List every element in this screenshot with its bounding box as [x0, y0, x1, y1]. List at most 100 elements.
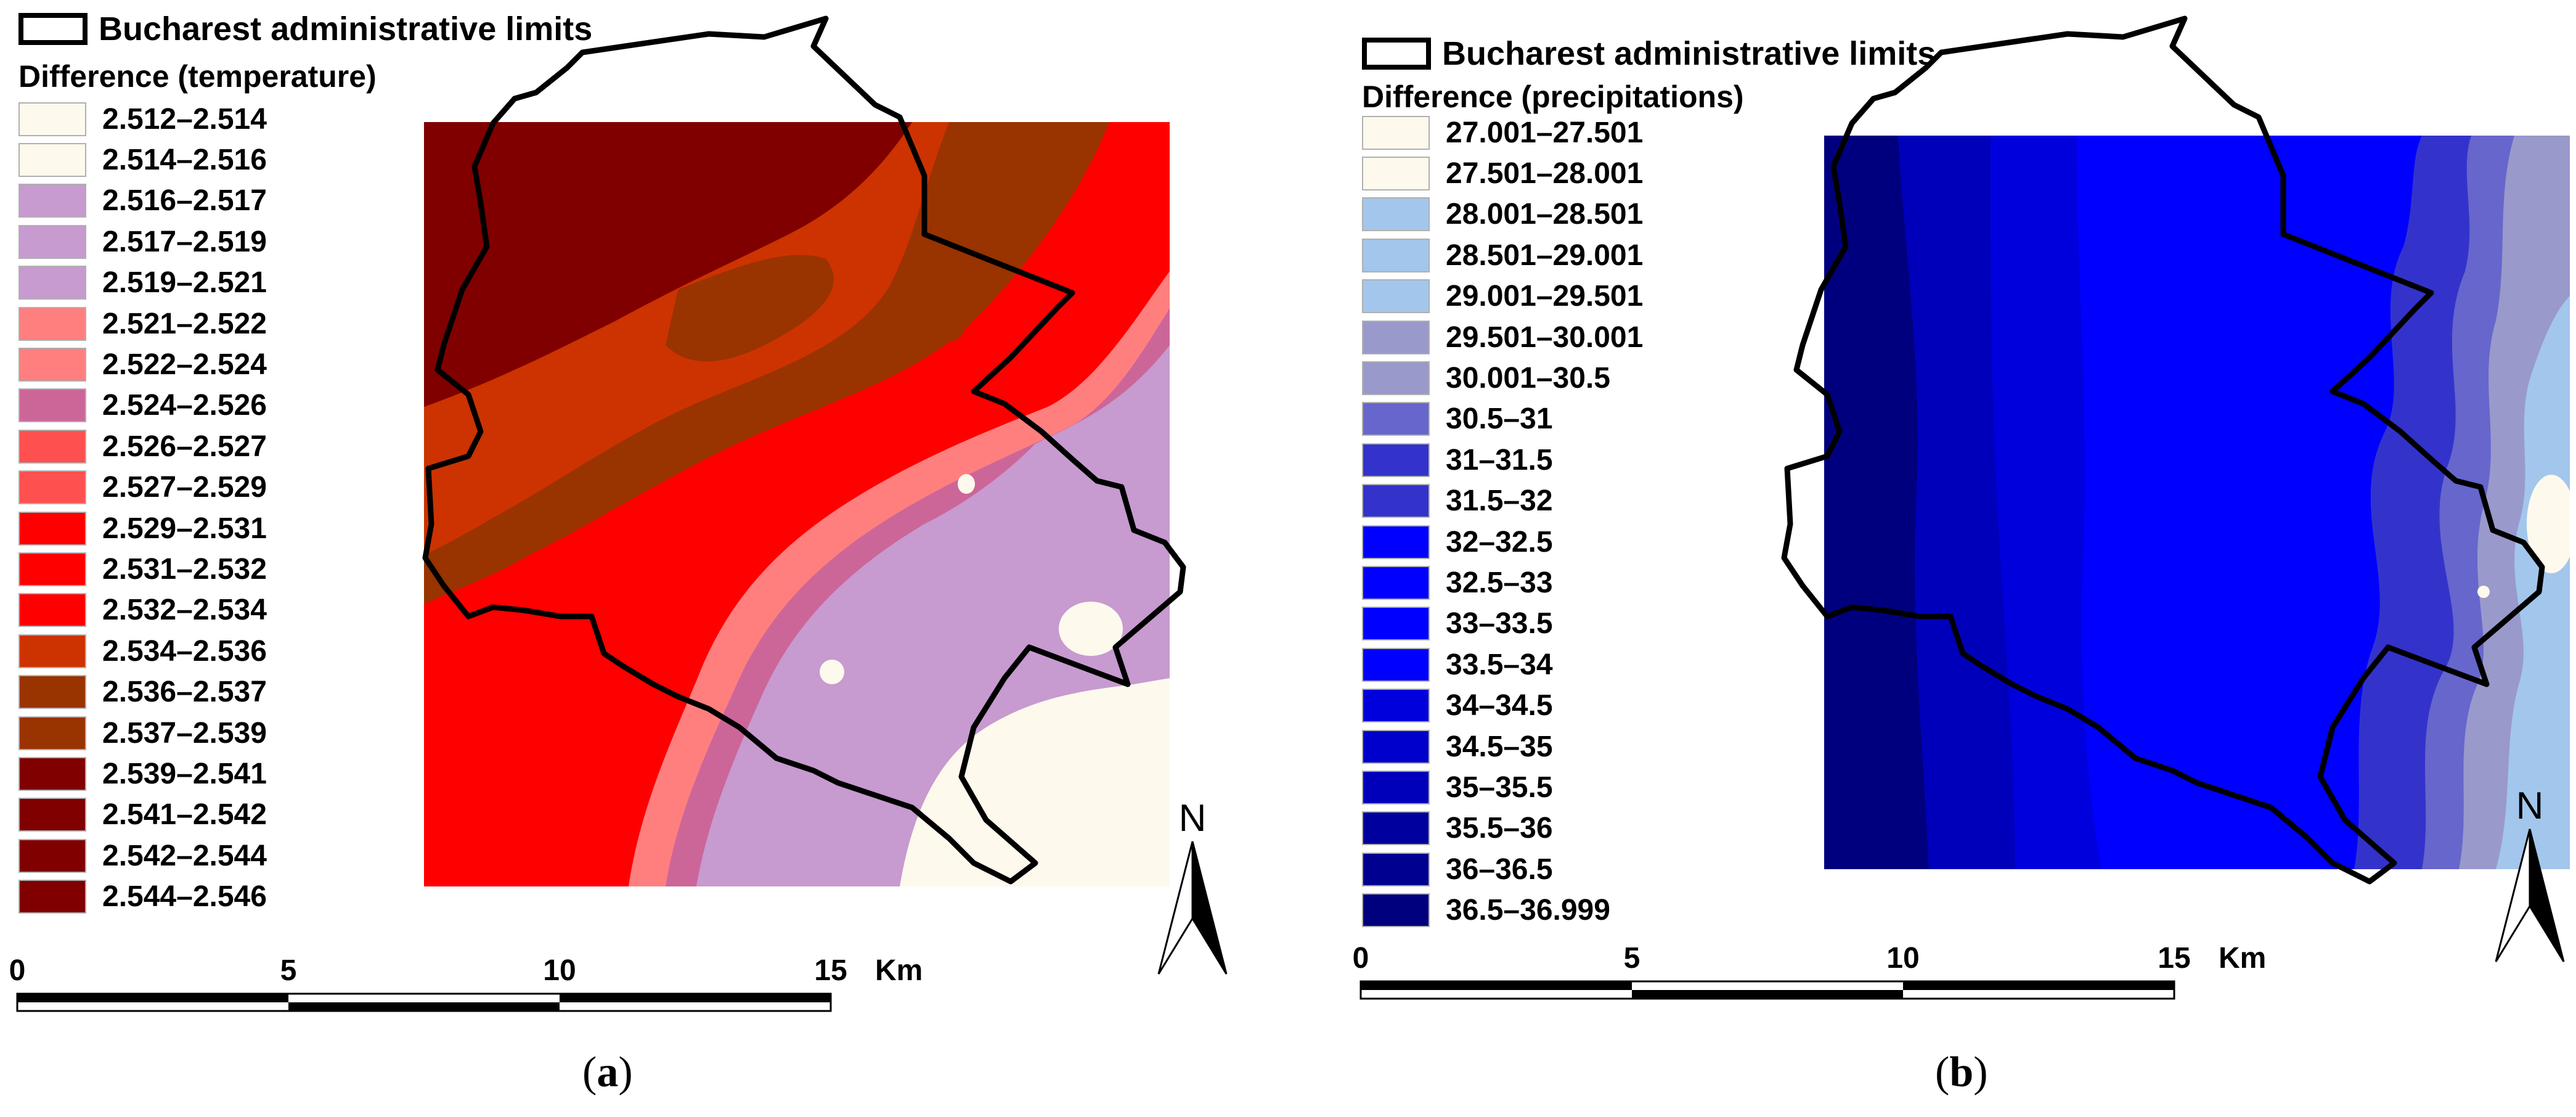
legend-swatch	[1362, 197, 1430, 232]
legend-item-label: 32–32.5	[1446, 525, 1553, 558]
scale-tick-0: 0	[1353, 942, 1369, 975]
legend-swatch	[18, 348, 86, 382]
boundary-legend-row: Bucharest administrative limits	[1362, 35, 1936, 73]
legend-item: 31–31.5	[1362, 440, 1643, 480]
legend-swatch	[1362, 770, 1430, 804]
scale-tick-0: 0	[9, 954, 26, 987]
legend-class-list: 2.512–2.514 2.514–2.516 2.516–2.517 2.517–2…	[18, 99, 267, 917]
legend-item: 2.539–2.541	[18, 753, 267, 794]
legend-swatch	[1362, 279, 1430, 314]
legend-item: 28.001–28.501	[1362, 194, 1643, 235]
legend-item: 27.501–28.001	[1362, 153, 1643, 194]
legend-item-label: 2.536–2.537	[102, 676, 267, 709]
legend-item: 2.531–2.532	[18, 549, 267, 589]
legend-item: 2.524–2.526	[18, 385, 267, 426]
legend-swatch	[18, 511, 86, 546]
legend-swatch	[18, 306, 86, 341]
legend-swatch	[18, 634, 86, 668]
legend-item-label: 2.519–2.521	[102, 266, 267, 300]
legend-item-label: 2.539–2.541	[102, 757, 267, 790]
legend-item: 2.536–2.537	[18, 671, 267, 712]
legend-swatch	[18, 143, 86, 178]
legend-item-label: 2.527–2.529	[102, 471, 267, 504]
legend-item-label: 2.526–2.527	[102, 430, 267, 463]
legend-item-label: 35.5–36	[1446, 812, 1553, 845]
precipitation-raster-map	[1781, 15, 2570, 885]
legend-swatch	[18, 388, 86, 423]
scale-tick-5: 5	[1624, 942, 1641, 975]
legend-item-label: 36–36.5	[1446, 853, 1553, 886]
legend-swatch	[18, 838, 86, 873]
boundary-swatch	[18, 13, 88, 45]
legend-item: 2.514–2.516	[18, 139, 267, 180]
legend-item: 34.5–35	[1362, 726, 1643, 767]
legend-item-label: 34–34.5	[1446, 689, 1553, 722]
legend-item-label: 28.501–29.001	[1446, 239, 1644, 272]
boundary-legend-row: Bucharest administrative limits	[18, 10, 592, 48]
legend-item: 33–33.5	[1362, 604, 1643, 644]
legend-item: 30.5–31	[1362, 399, 1643, 440]
legend-item: 2.512–2.514	[18, 99, 267, 139]
legend-item: 29.501–30.001	[1362, 317, 1643, 358]
legend-item: 2.522–2.524	[18, 344, 267, 385]
legend-item-label: 2.532–2.534	[102, 594, 267, 627]
legend-item: 2.542–2.544	[18, 835, 267, 876]
scale-tick-5: 5	[280, 954, 297, 987]
legend-swatch	[1362, 320, 1430, 354]
legend-swatch	[18, 102, 86, 136]
legend-item: 34–34.5	[1362, 685, 1643, 726]
north-label: N	[2516, 785, 2544, 827]
legend-swatch	[1362, 811, 1430, 846]
legend-item: 2.521–2.522	[18, 303, 267, 344]
legend-item: 2.532–2.534	[18, 590, 267, 631]
legend-swatch	[1362, 893, 1430, 928]
legend-swatch	[18, 184, 86, 218]
temperature-raster-map	[422, 15, 1186, 886]
legend-item: 2.516–2.517	[18, 181, 267, 221]
legend-item: 2.544–2.546	[18, 876, 267, 917]
legend-item-label: 2.542–2.544	[102, 839, 267, 872]
legend-item: 36–36.5	[1362, 849, 1643, 890]
legend-item: 2.541–2.542	[18, 795, 267, 835]
scale-unit: Km	[875, 954, 923, 987]
legend-swatch	[18, 429, 86, 464]
legend-item-label: 33.5–34	[1446, 648, 1553, 681]
legend-item-label: 2.544–2.546	[102, 880, 267, 914]
boundary-swatch	[1362, 38, 1431, 70]
legend-item-label: 27.001–27.501	[1446, 116, 1644, 149]
legend-swatch	[1362, 729, 1430, 764]
legend-item-label: 2.537–2.539	[102, 716, 267, 750]
legend-item-label: 2.514–2.516	[102, 144, 267, 177]
legend-swatch	[1362, 443, 1430, 477]
legend-swatch	[18, 675, 86, 710]
legend-swatch	[18, 470, 86, 505]
panel-caption: (a)	[582, 1049, 633, 1096]
panel-b-precipitation-map: Bucharest administrative limits Differen…	[1288, 0, 2576, 1117]
legend-item: 28.501–29.001	[1362, 235, 1643, 276]
legend-item-label: 2.522–2.524	[102, 348, 267, 382]
legend-swatch	[1362, 689, 1430, 723]
panel-a-temperature-map: Bucharest administrative limits Differen…	[9, 10, 1228, 1096]
boundary-legend-label: Bucharest administrative limits	[99, 10, 593, 47]
legend-swatch	[1362, 852, 1430, 886]
legend-item: 36.5–36.999	[1362, 890, 1643, 930]
scale-tick-10: 10	[543, 954, 576, 987]
north-arrow-icon: N	[1157, 797, 1228, 975]
legend-swatch	[1362, 157, 1430, 191]
legend-item: 29.001–29.501	[1362, 276, 1643, 317]
legend-item-label: 2.534–2.536	[102, 634, 267, 668]
legend-item-label: 32.5–33	[1446, 566, 1553, 599]
legend-item: 2.534–2.536	[18, 631, 267, 671]
north-arrow-icon: N	[2495, 785, 2565, 962]
legend-title: Difference (precipitations)	[1362, 80, 1744, 114]
legend-swatch	[18, 593, 86, 628]
legend-item-label: 30.001–30.5	[1446, 362, 1610, 395]
legend-item-label: 27.501–28.001	[1446, 157, 1644, 190]
legend-item-label: 2.541–2.542	[102, 798, 267, 832]
legend-item: 2.526–2.527	[18, 426, 267, 467]
legend-item: 2.517–2.519	[18, 221, 267, 262]
legend-item: 35–35.5	[1362, 767, 1643, 808]
legend-swatch	[1362, 238, 1430, 272]
legend-item-label: 29.001–29.501	[1446, 280, 1644, 313]
legend-swatch	[1362, 525, 1430, 559]
